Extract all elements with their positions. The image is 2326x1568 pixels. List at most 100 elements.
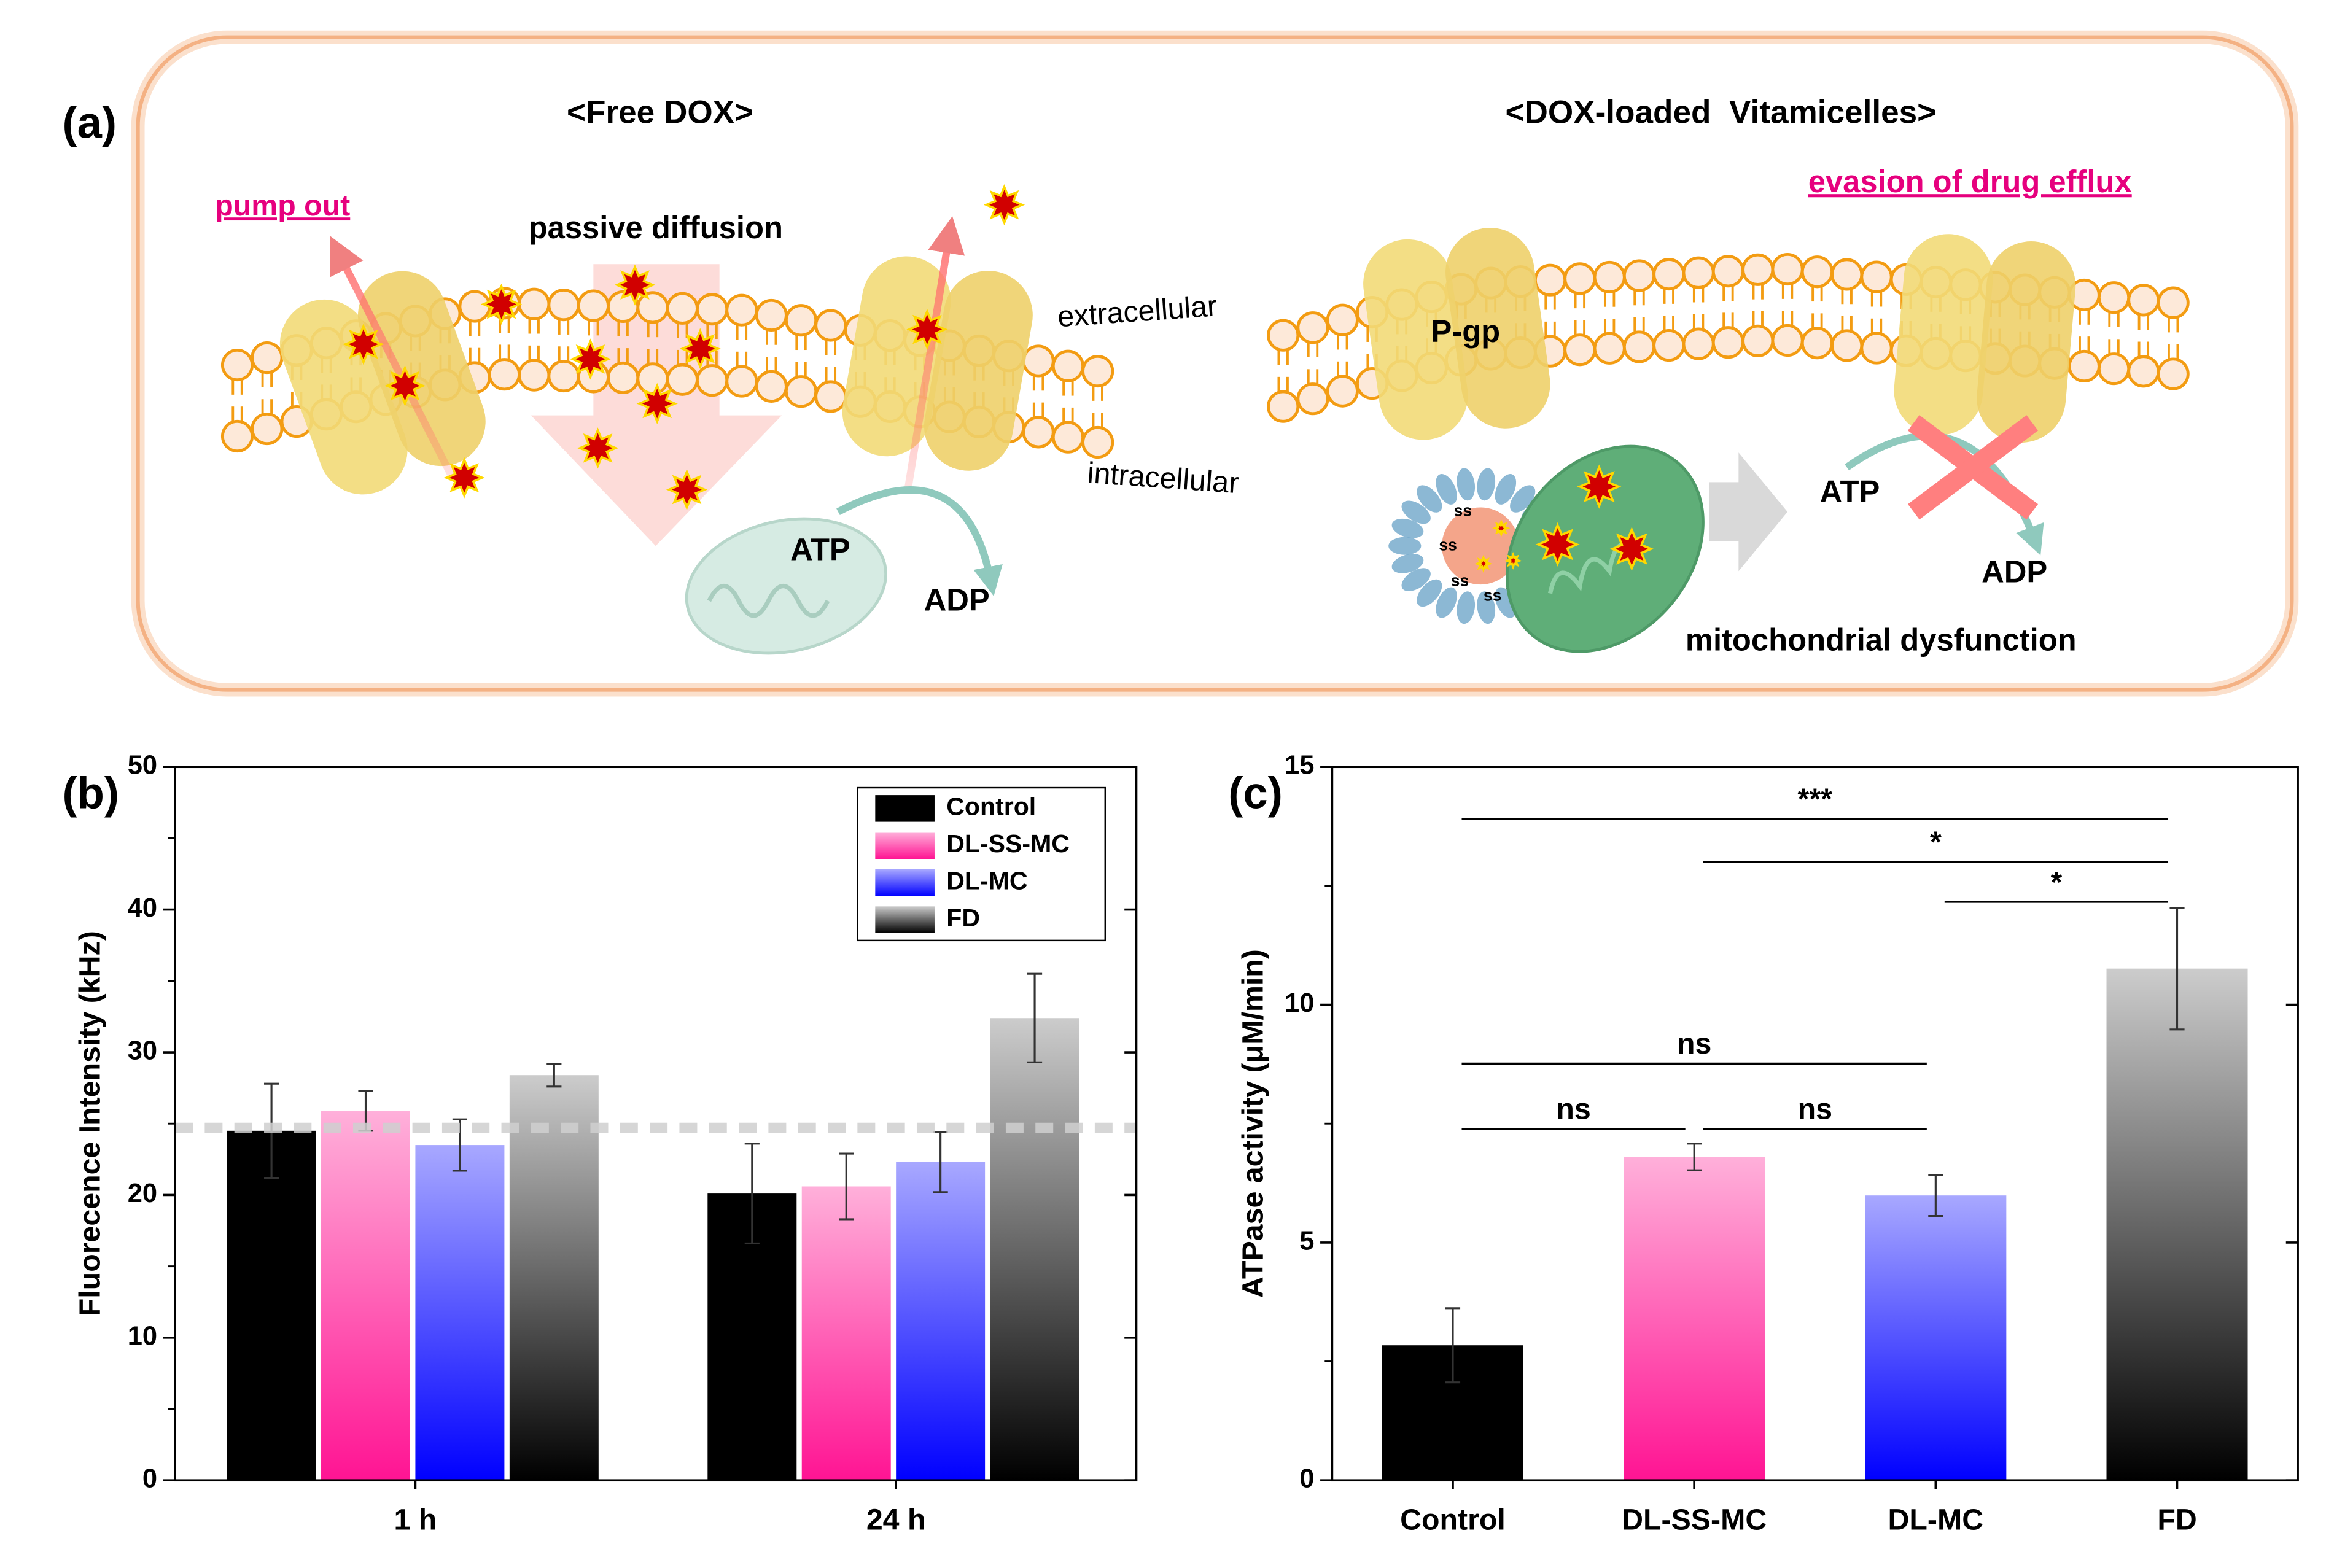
lipid-head — [2127, 355, 2160, 388]
panel-label: (c) — [1228, 769, 1283, 818]
diffusion-label: passive diffusion — [529, 210, 783, 245]
p-gp-lobe — [1977, 241, 2076, 443]
p-gp — [1363, 228, 1550, 440]
dox-molecule — [577, 427, 619, 469]
y-axis-label: ATPase activity (μM/min) — [1237, 949, 1270, 1298]
y-tick-label: 0 — [1299, 1464, 1314, 1494]
atp-arrow — [836, 486, 1003, 596]
lipid-head — [518, 359, 551, 392]
lipid-head — [2127, 284, 2160, 317]
dox-molecule — [443, 457, 485, 499]
panel-frame-inner — [136, 35, 2294, 692]
bar — [1865, 1195, 2007, 1481]
p-gp — [1894, 234, 2076, 443]
lipid-head — [220, 419, 254, 453]
p-gp-lobe — [924, 270, 1033, 471]
x-tick-label: DL-MC — [1888, 1504, 1984, 1537]
lipid-head — [1326, 303, 1359, 336]
diagram-panel: ssssssssssATPADPATPADPP-gp — [131, 30, 2299, 697]
energy-label: ATP — [790, 532, 850, 567]
dox-molecule — [614, 264, 656, 306]
lipid-head — [1051, 349, 1084, 382]
significance-label: * — [1930, 826, 1942, 859]
bar — [227, 1130, 316, 1481]
micelle-label: ss — [1484, 586, 1502, 604]
bar — [321, 1111, 410, 1481]
lipid-head — [1081, 354, 1114, 388]
dox-molecule — [906, 308, 948, 351]
lipid-head — [696, 293, 729, 326]
micelle-shell — [1401, 500, 1431, 524]
mitochondrion — [1505, 444, 1705, 653]
lipid-head — [2097, 281, 2131, 314]
diagram-labels: (a) (b) (c) <Free DOX> <DOX-loaded Vitam… — [62, 94, 2131, 818]
micelle-shell — [1401, 568, 1431, 591]
efflux-arrow — [904, 216, 965, 491]
section-title: <Free DOX> — [567, 94, 753, 130]
lipid-head — [1860, 260, 1893, 293]
lipid-head — [1296, 382, 1329, 416]
dox-molecule — [636, 382, 678, 424]
lipid-head — [1830, 258, 1864, 291]
bar — [990, 1018, 1079, 1481]
legend-label: Control — [946, 793, 1036, 821]
significance-label: *** — [1798, 783, 1833, 816]
y-tick-label: 5 — [1299, 1226, 1314, 1256]
lipid-head — [577, 289, 610, 322]
lipid-head — [1830, 329, 1864, 362]
lipid-head — [1533, 263, 1567, 297]
dox-molecule — [983, 184, 1025, 226]
y-tick-label: 50 — [128, 751, 157, 780]
significance-label: ns — [1798, 1092, 1832, 1125]
lipid-head — [814, 309, 847, 342]
p-gp-lobe — [1363, 239, 1468, 440]
energy-label: ATP — [1820, 474, 1880, 509]
intracellular-label: intracellular — [1086, 456, 1240, 500]
lipid-head — [1711, 255, 1744, 288]
legend-swatch — [875, 906, 935, 933]
lipid-head — [518, 287, 551, 320]
dox-molecule — [480, 283, 523, 325]
legend-label: FD — [946, 904, 980, 932]
axes-frame — [1331, 766, 2299, 1482]
micelle-shell — [1436, 474, 1457, 505]
dox-molecule — [679, 328, 721, 370]
micelle-shell — [1417, 485, 1442, 513]
lipid-head — [458, 290, 491, 323]
y-tick-label: 40 — [128, 893, 157, 923]
legend-swatch — [875, 832, 935, 859]
lipid-head — [1326, 375, 1359, 408]
y-tick-label: 10 — [1285, 988, 1314, 1018]
lipid-head — [1860, 332, 1893, 365]
dox-molecule — [1492, 519, 1511, 537]
micelle-shell — [1391, 518, 1424, 538]
lipid-head — [725, 365, 758, 398]
lipid-head — [1652, 257, 1686, 291]
dox-molecule — [1474, 554, 1493, 573]
lipid-head — [1741, 253, 1775, 286]
bar — [1624, 1157, 1765, 1481]
lipid-head — [1267, 319, 1300, 352]
lipid-head — [1051, 421, 1084, 454]
lipid-head — [636, 362, 669, 395]
lipid-head — [1771, 252, 1804, 286]
p-gp-lobe — [279, 299, 408, 495]
dox-molecule — [384, 365, 426, 406]
y-axis-label: Fluorecence Intensity (kHz) — [74, 931, 107, 1316]
lipid-head — [1593, 260, 1626, 293]
lipid-head — [1593, 332, 1626, 365]
lipid-head — [784, 375, 818, 408]
dox-molecule — [1577, 464, 1622, 509]
x-tick-label: 24 h — [866, 1504, 926, 1537]
lipid-head — [696, 364, 729, 397]
dox-molecule — [666, 468, 708, 511]
significance-label: * — [2051, 866, 2063, 899]
lipid-head — [1741, 324, 1775, 357]
bar — [801, 1186, 891, 1481]
lipid-head — [607, 361, 640, 394]
p-gp-lobe — [1894, 234, 1993, 436]
x-tick-label: DL-SS-MC — [1622, 1504, 1767, 1537]
lipid-head — [1267, 390, 1300, 423]
dox-molecule — [1609, 527, 1654, 572]
